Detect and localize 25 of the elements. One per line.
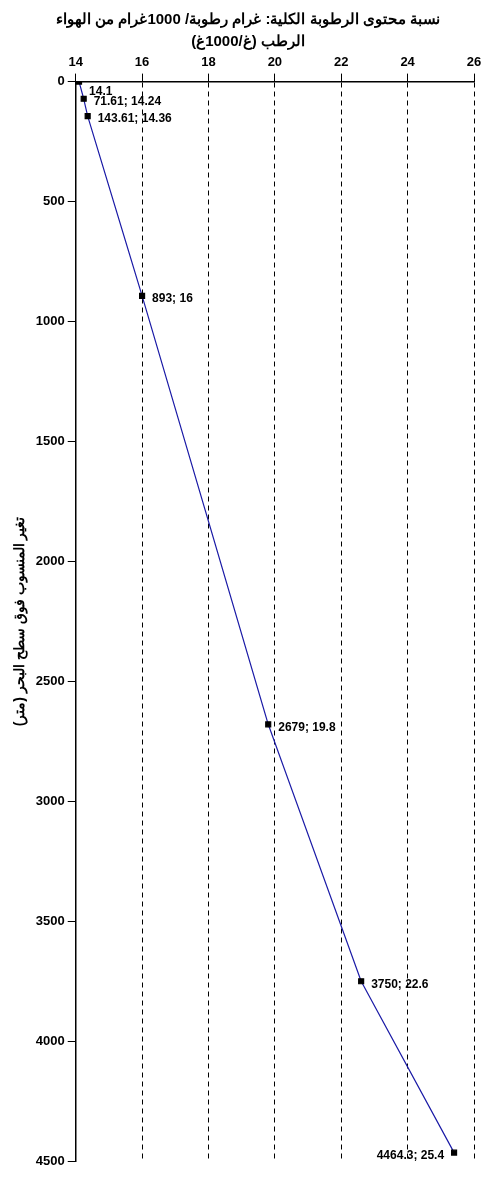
data-label: 4464.3; 25.4	[376, 1147, 445, 1162]
data-label: 2679; 19.8	[278, 719, 336, 734]
x-tick-label: 18	[201, 54, 216, 70]
y-tick-label: 4000	[35, 1032, 65, 1048]
x-axis-title: نسبة محتوى الرطوبة الكلية: غرام رطوبة/ 1000غرام من الهواء الرطب (غ/1000غ)	[55, 9, 441, 52]
y-tick-label: 1000	[35, 313, 65, 329]
x-tick-label: 16	[134, 54, 150, 70]
data-label: 143.61; 14.36	[97, 111, 173, 126]
x-tick-label: 24	[400, 54, 416, 70]
data-label: 3750; 22.6	[371, 976, 429, 991]
data-label: 71.61; 14.24	[93, 94, 162, 109]
y-tick-label: 0	[57, 73, 65, 89]
data-label: 893; 16	[152, 291, 194, 306]
x-tick-label: 14	[68, 54, 84, 70]
y-tick-label: 1500	[35, 433, 65, 449]
y-tick-label: 3000	[35, 792, 65, 808]
y-tick-label: 4500	[35, 1152, 65, 1168]
x-tick-label: 20	[267, 54, 283, 70]
y-axis-title: تغير المنسوب فوق سطح البحر (متر)	[11, 516, 29, 727]
x-tick-label: 26	[466, 54, 482, 70]
x-tick-label: 22	[334, 54, 349, 70]
y-tick-label: 3500	[35, 912, 65, 928]
y-tick-label: 2000	[35, 553, 65, 568]
y-tick-label: 2500	[35, 672, 65, 688]
y-tick-label: 500	[43, 193, 65, 209]
